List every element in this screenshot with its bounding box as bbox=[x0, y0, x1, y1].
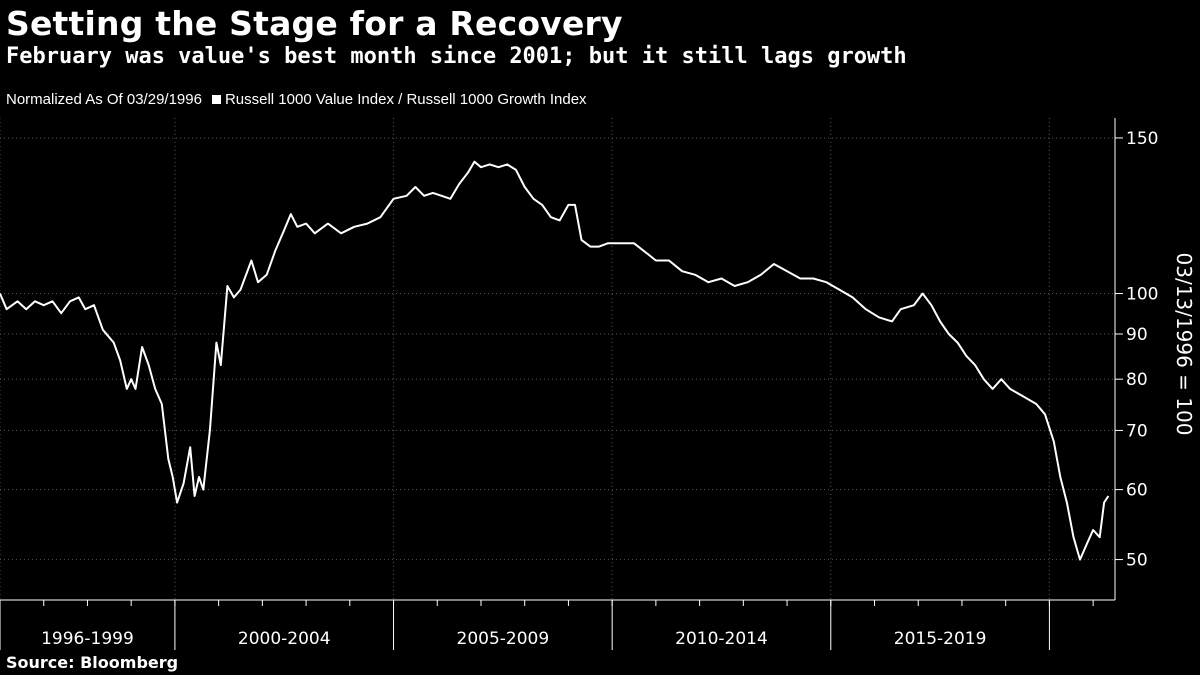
y-axis-title: 03/13/1996 = 100 bbox=[1172, 253, 1196, 436]
chart-title: Setting the Stage for a Recovery bbox=[6, 4, 623, 43]
series bbox=[0, 160, 1110, 561]
series-line bbox=[0, 160, 1110, 561]
x-group-label: 2010-2014 bbox=[675, 629, 768, 649]
y-tick-label: 50 bbox=[1126, 551, 1148, 571]
x-group-label: 2000-2004 bbox=[238, 629, 331, 649]
y-tick-label: 150 bbox=[1126, 129, 1158, 149]
source-note: Source: Bloomberg bbox=[6, 653, 179, 672]
legend: Normalized As Of 03/29/1996 Russell 1000… bbox=[6, 91, 587, 108]
x-group-label: 2015-2019 bbox=[894, 629, 987, 649]
x-group-label: 1996-1999 bbox=[41, 629, 134, 649]
chart-subtitle: February was value's best month since 20… bbox=[6, 44, 907, 69]
y-tick-label: 80 bbox=[1126, 370, 1148, 390]
legend-note: Normalized As Of 03/29/1996 bbox=[6, 91, 202, 108]
y-tick-label: 60 bbox=[1126, 481, 1148, 501]
y-tick-label: 70 bbox=[1126, 421, 1148, 441]
axes bbox=[0, 118, 1123, 650]
gridlines bbox=[0, 118, 1115, 600]
legend-swatch bbox=[211, 95, 221, 104]
legend-series-label: Russell 1000 Value Index / Russell 1000 … bbox=[224, 91, 587, 108]
x-group-label: 2005-2009 bbox=[457, 629, 550, 649]
y-tick-label: 100 bbox=[1126, 285, 1158, 305]
y-tick-label: 90 bbox=[1126, 325, 1148, 345]
axis-labels: 50 60 70 80 90 100 150 1996-1999 2000-2004 2005-2… bbox=[41, 129, 1196, 649]
